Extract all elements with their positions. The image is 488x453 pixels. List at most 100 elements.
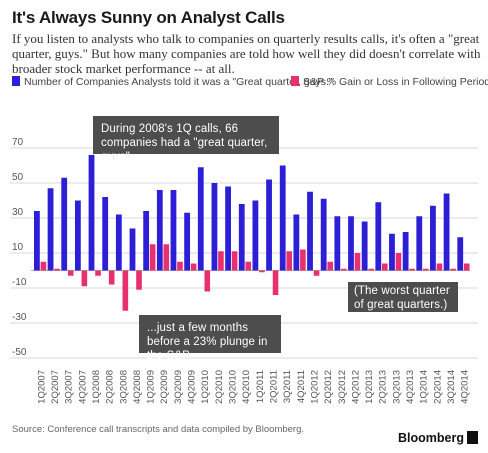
bar-companies xyxy=(61,177,68,271)
bar-sp-change xyxy=(354,253,361,271)
legend-swatch-pink xyxy=(291,76,299,86)
x-tick-label: 4Q2008 xyxy=(132,370,143,404)
legend-label-companies: Number of Companies Analysts told it was… xyxy=(24,76,333,88)
x-tick-label: 2Q2012 xyxy=(323,370,334,404)
y-tick-label: 30 xyxy=(12,207,24,218)
bar-companies xyxy=(225,186,231,271)
x-tick-label: 2Q2008 xyxy=(105,370,116,404)
y-tick-label: 50 xyxy=(12,172,24,183)
bar-sp-change xyxy=(436,263,443,271)
bar-sp-change xyxy=(218,251,224,271)
bar-sp-change xyxy=(190,263,197,271)
bar-companies xyxy=(375,202,382,271)
bar-sp-change xyxy=(300,249,306,271)
x-tick-label: 2Q2007 xyxy=(50,370,61,404)
bar-companies xyxy=(443,193,450,271)
y-tick-label: 10 xyxy=(12,242,24,253)
x-tick-label: 4Q2011 xyxy=(296,370,307,403)
bar-sp-change xyxy=(409,268,415,271)
x-tick-label: 1Q2011 xyxy=(255,370,266,403)
bar-companies xyxy=(34,211,40,271)
bar-companies xyxy=(334,216,341,271)
callout-right: (The worst quarter of great quarters.) xyxy=(348,282,458,312)
bar-companies xyxy=(252,200,259,271)
bar-companies xyxy=(88,155,95,271)
bar-sp-change xyxy=(313,270,320,276)
bar-sp-change xyxy=(204,270,211,292)
bar-companies xyxy=(402,232,409,271)
bar-sp-change xyxy=(40,261,47,271)
legend-label-sp: S&P % Gain or Loss in Following Period xyxy=(303,76,488,88)
y-tick-label: 70 xyxy=(12,137,24,148)
bar-sp-change xyxy=(231,251,238,271)
x-tick-label: 1Q2008 xyxy=(91,370,102,404)
x-tick-label: 2Q2010 xyxy=(214,370,225,404)
x-tick-label: 3Q2013 xyxy=(391,370,402,404)
x-tick-label: 4Q2009 xyxy=(187,370,198,404)
x-tick-label: 2Q2011 xyxy=(268,370,279,403)
x-tick-label: 3Q2010 xyxy=(228,370,239,404)
bar-companies xyxy=(389,233,395,271)
x-tick-label: 4Q2010 xyxy=(241,370,252,404)
chart-subtitle: If you listen to analysts who talk to co… xyxy=(12,31,481,76)
bar-companies xyxy=(102,197,109,271)
x-tick-label: 4Q2014 xyxy=(460,370,471,404)
callout-bottom: ...just a few months before a 23% plunge… xyxy=(139,315,281,362)
x-tick-label: 2Q2013 xyxy=(378,370,389,404)
x-tick-label: 3Q2014 xyxy=(446,370,457,404)
legend-item-sp: S&P % Gain or Loss in Following Period xyxy=(291,76,488,88)
x-tick-label: 1Q2007 xyxy=(36,370,47,404)
bar-companies xyxy=(74,200,81,271)
bar-sp-change xyxy=(327,261,333,271)
bar-sp-change xyxy=(463,263,470,271)
x-tick-label: 1Q2013 xyxy=(364,370,375,404)
bar-sp-change xyxy=(177,261,183,271)
bar-companies xyxy=(457,237,464,271)
bar-sp-change xyxy=(259,270,265,273)
bar-companies xyxy=(320,198,327,271)
bar-companies xyxy=(307,191,313,271)
bar-companies xyxy=(129,228,136,271)
bar-sp-change xyxy=(67,270,74,276)
bar-companies xyxy=(416,216,423,271)
x-tick-label: 1Q2009 xyxy=(146,370,157,404)
bar-companies xyxy=(143,211,150,271)
bar-sp-change xyxy=(245,261,252,271)
bar-companies xyxy=(211,183,218,271)
bar-sp-change xyxy=(286,251,293,271)
bar-sp-change xyxy=(136,270,142,290)
bar-companies xyxy=(238,204,245,271)
bar-companies xyxy=(184,212,191,271)
bar-sp-change xyxy=(422,268,429,271)
x-tick-label: 1Q2014 xyxy=(419,370,430,404)
bar-companies xyxy=(266,179,272,271)
bar-companies xyxy=(156,190,163,271)
x-tick-label: 3Q2009 xyxy=(173,370,184,404)
bar-sp-change xyxy=(368,268,374,271)
legend-item-companies: Number of Companies Analysts told it was… xyxy=(12,76,333,88)
bar-sp-change xyxy=(382,263,388,271)
x-tick-label: 3Q2011 xyxy=(282,370,293,403)
y-tick-label: -10 xyxy=(12,277,27,288)
bar-sp-change xyxy=(122,270,129,311)
bar-sp-change xyxy=(163,244,170,271)
bar-sp-change xyxy=(108,270,115,285)
x-tick-label: 2Q2009 xyxy=(159,370,170,404)
bar-sp-change xyxy=(272,270,279,295)
bar-sp-change xyxy=(149,244,156,271)
x-tick-label: 4Q2012 xyxy=(350,370,361,404)
x-tick-label: 2Q2014 xyxy=(432,370,443,404)
x-tick-label: 3Q2012 xyxy=(337,370,348,404)
x-tick-label: 4Q2007 xyxy=(77,370,88,404)
bar-companies xyxy=(361,221,368,271)
x-tick-label: 1Q2010 xyxy=(200,370,211,404)
bar-companies xyxy=(348,216,354,271)
bar-companies xyxy=(197,167,204,271)
bloomberg-mark-icon xyxy=(467,431,478,444)
bar-companies xyxy=(430,205,436,271)
bar-sp-change xyxy=(450,268,456,271)
legend-swatch-blue xyxy=(12,76,20,86)
x-tick-label: 4Q2013 xyxy=(405,370,416,404)
callout-top: During 2008's 1Q calls, 66 companies had… xyxy=(93,116,279,163)
